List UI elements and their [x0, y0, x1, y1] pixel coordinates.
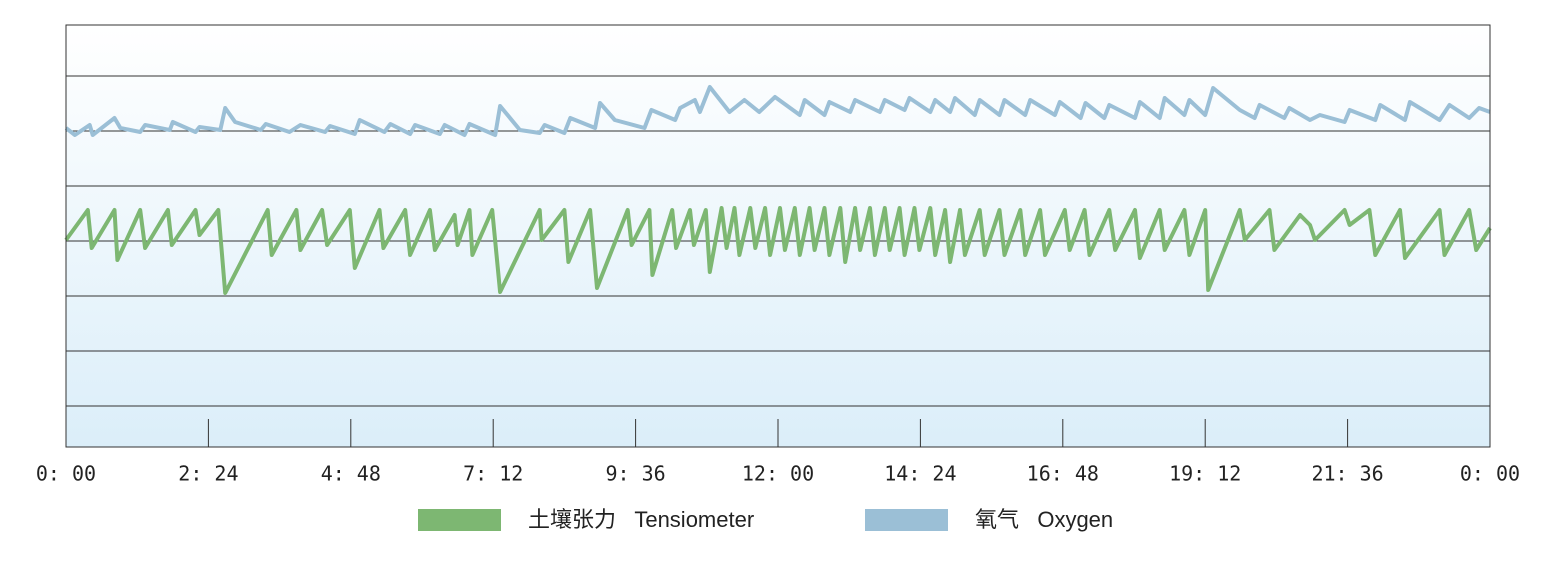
x-tick-label: 16: 48 [1027, 462, 1099, 486]
x-tick-label: 2: 24 [178, 462, 238, 486]
x-tick-label: 4: 48 [321, 462, 381, 486]
x-tick-label: 9: 36 [605, 462, 665, 486]
x-tick-label: 7: 12 [463, 462, 523, 486]
series-line [64, 206, 1492, 295]
legend-swatch [418, 509, 501, 531]
plot-frame [65, 24, 1491, 448]
series-line [64, 85, 1491, 137]
x-tick-label: 0: 00 [1460, 462, 1520, 486]
plot-background [66, 25, 1490, 447]
x-tick-label: 0: 00 [36, 462, 96, 486]
legend-swatch [865, 509, 948, 531]
x-tick-label: 14: 24 [884, 462, 956, 486]
legend-label: 氧气 Oxygen [975, 507, 1113, 532]
legend-label: 土壤张力 Tensiometer [528, 507, 754, 532]
x-tick-label: 12: 00 [742, 462, 814, 486]
x-tick-label: 19: 12 [1169, 462, 1241, 486]
x-tick-label: 21: 36 [1311, 462, 1383, 486]
